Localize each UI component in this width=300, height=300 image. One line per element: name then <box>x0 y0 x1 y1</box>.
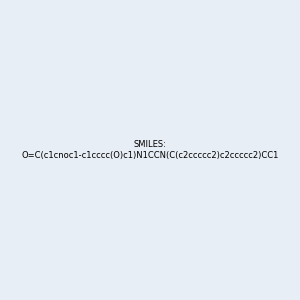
Text: SMILES:
O=C(c1cnoc1-c1cccc(O)c1)N1CCN(C(c2ccccc2)c2ccccc2)CC1: SMILES: O=C(c1cnoc1-c1cccc(O)c1)N1CCN(C(… <box>21 140 279 160</box>
